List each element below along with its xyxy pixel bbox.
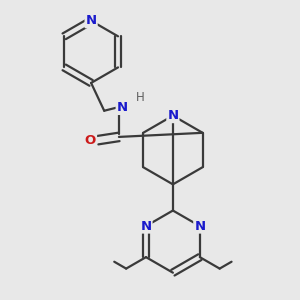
Text: N: N: [167, 109, 178, 122]
Text: N: N: [117, 101, 128, 114]
Text: O: O: [85, 134, 96, 147]
Text: N: N: [140, 220, 152, 232]
Text: H: H: [136, 91, 145, 104]
Text: N: N: [194, 220, 206, 232]
Text: N: N: [85, 14, 97, 27]
